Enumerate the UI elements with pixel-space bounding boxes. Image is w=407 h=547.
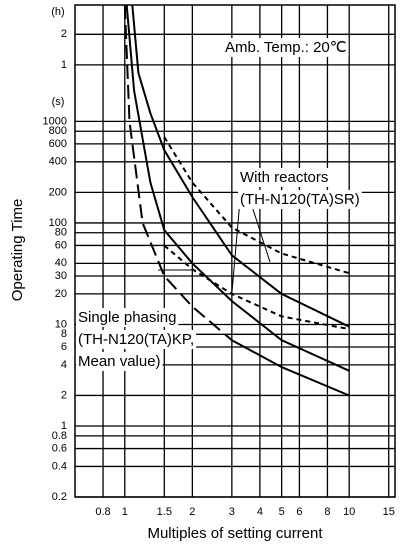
y-tick-label: 800	[49, 125, 67, 137]
y-tick-label: 0.8	[52, 430, 67, 442]
y-tick-label: 2	[61, 28, 67, 40]
x-tick-label: 0.8	[95, 506, 110, 518]
curve	[125, 5, 350, 372]
curve	[131, 5, 350, 328]
y-tick-label: 30	[55, 270, 67, 282]
y-tick-label: 0.4	[52, 460, 67, 472]
y-tick-label: 80	[55, 227, 67, 239]
annotation: Single phasing	[78, 309, 176, 326]
x-tick-label: 1	[122, 506, 128, 518]
y-tick-label: 6	[61, 341, 67, 353]
annotation-bg	[238, 189, 362, 209]
y-tick-label: 0.6	[52, 442, 67, 454]
x-tick-label: 5	[279, 506, 285, 518]
x-tick-label: 8	[324, 506, 330, 518]
y-tick-label: 100	[49, 217, 67, 229]
y-unit-seconds: (s)	[52, 96, 65, 108]
x-tick-label: 1.5	[157, 506, 172, 518]
x-tick-label: 2	[189, 506, 195, 518]
y-tick-label: 1	[61, 420, 67, 432]
y-tick-label: 400	[49, 156, 67, 168]
y-axis-label: Operating Time	[9, 199, 26, 302]
annotation: (TH-N120(TA)SR)	[240, 191, 360, 208]
x-tick-label: 15	[383, 506, 395, 518]
annotation-bg	[76, 307, 179, 327]
x-tick-label: 4	[257, 506, 263, 518]
annotation: Amb. Temp.: 20℃	[225, 39, 347, 56]
annotation: Mean value)	[78, 353, 161, 370]
y-unit-hours: (h)	[51, 6, 64, 18]
arrow	[249, 199, 271, 263]
plot-frame	[74, 4, 396, 498]
annotation-bg	[223, 37, 349, 57]
x-tick-label: 10	[343, 506, 355, 518]
annotation-bg	[238, 167, 331, 187]
curve	[163, 244, 350, 331]
annotation-bg	[76, 351, 163, 371]
annotation-bg	[76, 329, 197, 349]
curves	[123, 5, 350, 397]
y-tick-label: 10	[55, 318, 67, 330]
arrow	[231, 199, 241, 293]
y-tick-label: 8	[61, 328, 67, 340]
x-tick-label: 6	[296, 506, 302, 518]
y-tick-label: 1000	[43, 115, 67, 127]
y-tick-label: 200	[49, 186, 67, 198]
y-tick-label: 20	[55, 288, 67, 300]
curve	[163, 136, 350, 275]
x-tick-label: 3	[229, 506, 235, 518]
y-tick-label: 60	[55, 239, 67, 251]
y-tick-label: 1	[61, 59, 67, 71]
y-tick-label: 600	[49, 138, 67, 150]
annotation: With reactors	[240, 169, 328, 186]
y-tick-label: 2	[61, 389, 67, 401]
y-tick-label: 0.2	[52, 491, 67, 503]
y-tick-label: 4	[61, 359, 67, 371]
curve	[231, 339, 350, 397]
y-tick-label: 40	[55, 257, 67, 269]
x-axis-label: Multiples of setting current	[147, 525, 323, 542]
annotation: (TH-N120(TA)KP,	[78, 331, 194, 348]
curve	[123, 5, 233, 341]
